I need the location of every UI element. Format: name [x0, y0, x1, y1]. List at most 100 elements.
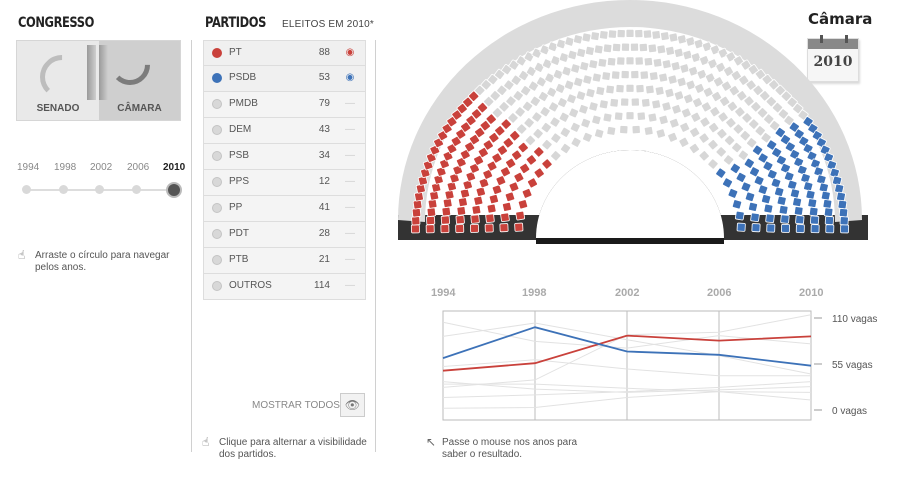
seat: [783, 171, 795, 182]
series-line-hidden-party: [442, 321, 812, 349]
seat: [709, 106, 721, 118]
seat: [818, 182, 829, 193]
seat: [762, 160, 774, 172]
party-row-pp[interactable]: PP 41 —: [203, 196, 366, 222]
dash-icon[interactable]: —: [345, 124, 355, 135]
party-row-ptb[interactable]: PTB 21 —: [203, 248, 366, 274]
party-name: PMDB: [229, 98, 258, 109]
year-slider-knob[interactable]: [166, 182, 182, 198]
year-stop-1998[interactable]: [59, 185, 68, 194]
seat: [425, 224, 435, 234]
seat: [500, 212, 510, 223]
party-row-psdb[interactable]: PSDB 53 ◉: [203, 66, 366, 92]
seat: [521, 188, 533, 199]
seat: [494, 68, 506, 80]
seat: [593, 44, 604, 55]
seat: [479, 120, 491, 132]
year-label-2002[interactable]: 2002: [90, 162, 113, 173]
seat: [704, 72, 716, 84]
party-name: PSDB: [229, 72, 257, 83]
tab-senado[interactable]: SENADO: [17, 41, 99, 120]
year-label-1994[interactable]: 1994: [17, 162, 40, 173]
year-stop-2002[interactable]: [95, 185, 104, 194]
seat: [781, 223, 790, 233]
series-line-hidden-party: [442, 322, 812, 375]
seat: [491, 184, 503, 195]
year-label-1998[interactable]: 1998: [54, 162, 77, 173]
seat: [668, 32, 679, 43]
seat: [636, 111, 646, 121]
y-tick-label-55: 55 vagas: [832, 360, 873, 371]
party-color-dot: [212, 73, 222, 83]
chart-year-2006[interactable]: 2006: [707, 287, 732, 299]
chart-year-2010[interactable]: 2010: [799, 287, 824, 299]
seat: [631, 125, 641, 135]
dash-icon[interactable]: —: [345, 202, 355, 213]
chart-year-2002[interactable]: 2002: [615, 287, 640, 299]
party-row-pps[interactable]: PPS 12 —: [203, 170, 366, 196]
seat: [740, 59, 752, 71]
seat: [751, 223, 761, 233]
party-row-outros[interactable]: OUTROS 114 —: [203, 274, 366, 300]
party-color-dot: [212, 99, 222, 109]
eye-icon: 👁: [344, 398, 361, 412]
seat: [500, 166, 511, 178]
divider-right: [375, 40, 376, 452]
seat: [504, 191, 516, 202]
party-row-pt[interactable]: PT 88 ◉: [203, 40, 366, 66]
seat: [698, 150, 710, 162]
seat: [736, 90, 748, 102]
slider-hint: ☝ Arraste o círculo para navegar pelos a…: [18, 249, 180, 274]
seat: [723, 154, 735, 166]
seat: [563, 79, 575, 91]
year-stop-2006[interactable]: [132, 185, 141, 194]
year-label-2006[interactable]: 2006: [127, 162, 150, 173]
divider-left: [191, 40, 192, 452]
seat: [770, 177, 782, 189]
eye-icon[interactable]: ◉: [345, 47, 355, 58]
year-label-2010[interactable]: 2010: [163, 162, 186, 173]
dash-icon[interactable]: —: [345, 150, 355, 161]
party-row-psb[interactable]: PSB 34 —: [203, 144, 366, 170]
seat: [581, 32, 592, 43]
seat: [458, 197, 468, 207]
seat: [683, 93, 694, 105]
dash-icon[interactable]: —: [345, 176, 355, 187]
seat: [754, 125, 766, 137]
dash-icon[interactable]: —: [345, 254, 355, 265]
seat: [591, 72, 602, 83]
seat: [776, 154, 787, 166]
seat: [643, 57, 654, 67]
series-line-hidden-party: [442, 381, 812, 398]
congress-selector: SENADO CÂMARA: [16, 40, 181, 121]
seat: [567, 49, 578, 61]
seat: [723, 65, 735, 77]
dash-icon[interactable]: —: [345, 98, 355, 109]
year-stop-1994[interactable]: [22, 185, 31, 194]
party-row-pmdb[interactable]: PMDB 79 —: [203, 92, 366, 118]
party-row-pdt[interactable]: PDT 28 —: [203, 222, 366, 248]
chart-year-1998[interactable]: 1998: [522, 287, 547, 299]
show-all-button[interactable]: 👁: [340, 393, 365, 417]
seat: [440, 224, 450, 234]
seat: [820, 190, 831, 201]
dash-icon[interactable]: —: [345, 280, 355, 291]
seat: [573, 76, 584, 88]
seat: [767, 169, 778, 180]
seat: [838, 208, 849, 218]
seat: [822, 199, 833, 209]
show-all-label[interactable]: MOSTRAR TODOS: [252, 400, 340, 411]
chart-year-1994[interactable]: 1994: [431, 287, 456, 299]
seat: [442, 198, 453, 208]
seat: [690, 52, 702, 63]
seat: [513, 172, 525, 183]
eye-icon[interactable]: ◉: [345, 72, 355, 83]
series-line-hidden-party: [443, 383, 812, 393]
party-name: PT: [229, 47, 242, 58]
party-row-dem[interactable]: DEM 43 —: [203, 118, 366, 144]
tab-camara[interactable]: CÂMARA: [99, 41, 180, 120]
seat: [834, 183, 845, 194]
seat: [560, 142, 572, 155]
dash-icon[interactable]: —: [345, 228, 355, 239]
seat: [625, 56, 635, 66]
